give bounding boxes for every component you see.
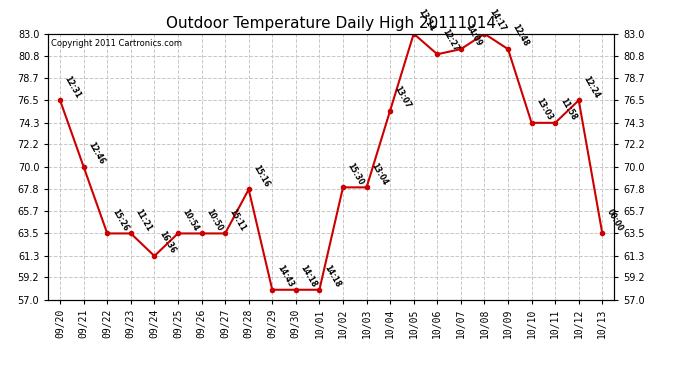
Text: 14:43: 14:43 (275, 264, 295, 289)
Text: 13:04: 13:04 (369, 161, 389, 187)
Text: 12:46: 12:46 (86, 141, 106, 166)
Title: Outdoor Temperature Daily High 20111014: Outdoor Temperature Daily High 20111014 (166, 16, 496, 31)
Text: 10:50: 10:50 (204, 207, 224, 232)
Text: 15:16: 15:16 (251, 164, 271, 189)
Text: 14:18: 14:18 (299, 264, 319, 289)
Text: 16:36: 16:36 (157, 230, 177, 255)
Text: 14:18: 14:18 (322, 264, 342, 289)
Text: 14:17: 14:17 (487, 8, 507, 33)
Text: 10:54: 10:54 (181, 207, 201, 232)
Text: Copyright 2011 Cartronics.com: Copyright 2011 Cartronics.com (51, 39, 182, 48)
Text: 13:03: 13:03 (534, 97, 554, 122)
Text: 15:26: 15:26 (110, 207, 130, 232)
Text: 14:09: 14:09 (464, 23, 484, 48)
Text: 13:07: 13:07 (393, 84, 413, 110)
Text: 12:27: 12:27 (440, 28, 460, 54)
Text: 12:24: 12:24 (582, 74, 602, 99)
Text: 15:11: 15:11 (228, 207, 248, 232)
Text: 11:21: 11:21 (134, 207, 153, 232)
Text: 00:00: 00:00 (605, 207, 625, 232)
Text: 12:31: 12:31 (63, 74, 83, 99)
Text: 13:14: 13:14 (417, 8, 436, 33)
Text: 12:48: 12:48 (511, 23, 531, 48)
Text: 11:58: 11:58 (558, 97, 578, 122)
Text: 15:30: 15:30 (346, 161, 366, 187)
